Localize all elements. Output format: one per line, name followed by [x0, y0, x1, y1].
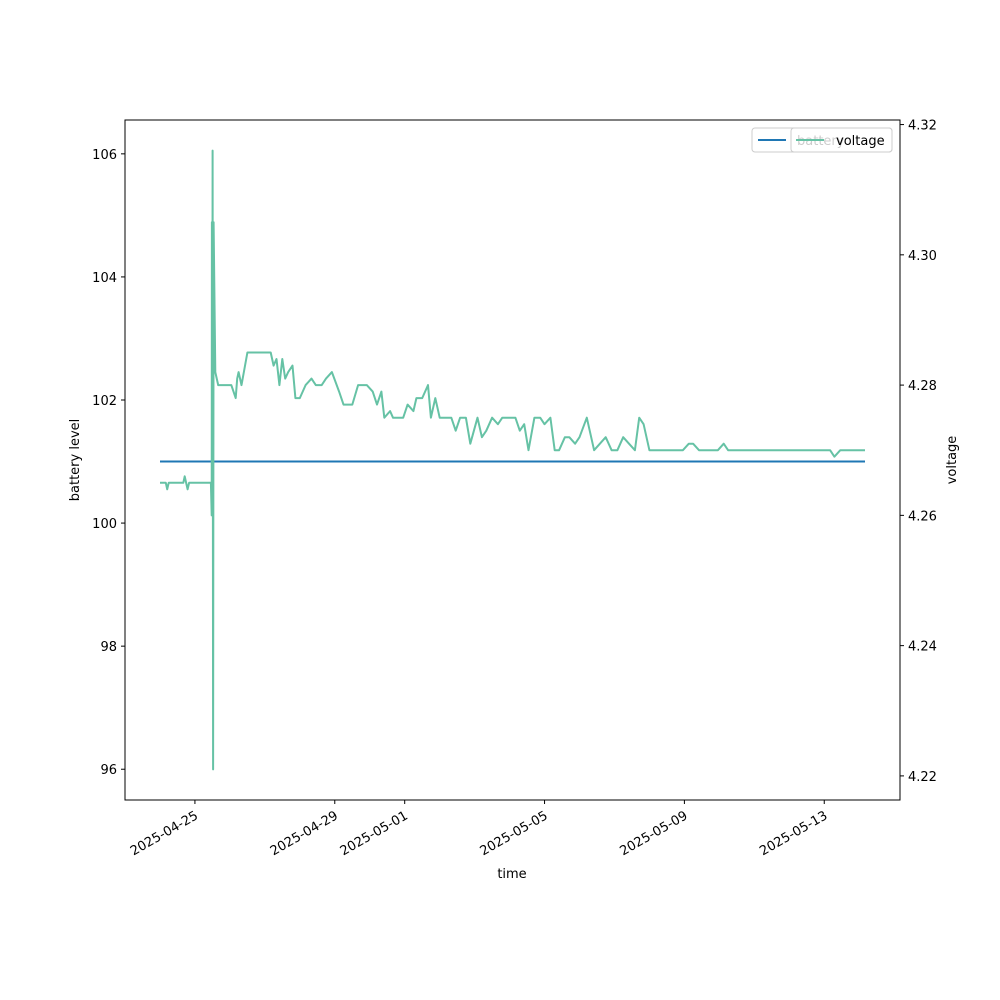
- series-line-voltage: [160, 149, 865, 771]
- series-layer: [160, 149, 865, 771]
- right-y-tick-label: 4.28: [908, 379, 937, 394]
- right-y-tick-label: 4.26: [908, 509, 937, 524]
- x-axis-label: time: [497, 867, 526, 882]
- right-y-axis-ticks: 4.22 4.24 4.26 4.28 4.30 4.32: [900, 119, 937, 785]
- right-y-axis-label: voltage: [945, 436, 960, 485]
- left-y-tick-label: 98: [100, 640, 117, 655]
- left-y-tick-label: 102: [92, 394, 117, 409]
- left-y-tick-label: 96: [100, 763, 117, 778]
- plot-area: [124, 119, 901, 801]
- left-y-tick-label: 104: [92, 271, 117, 286]
- left-y-axis-label: battery level: [68, 419, 83, 502]
- right-y-tick-label: 4.32: [908, 119, 937, 134]
- left-y-tick-label: 100: [92, 517, 117, 532]
- right-y-tick-label: 4.22: [908, 770, 937, 785]
- legend-voltage-box: [790, 127, 893, 153]
- left-y-axis-ticks: 96 98 100 102 104 106: [92, 148, 125, 778]
- right-y-tick-label: 4.30: [908, 249, 937, 264]
- legend-voltage-label: voltage: [836, 134, 885, 149]
- left-y-tick-label: 106: [92, 148, 117, 163]
- legend-voltage: voltage: [790, 127, 893, 153]
- plot-frame: [124, 119, 901, 801]
- right-y-tick-label: 4.24: [908, 640, 937, 655]
